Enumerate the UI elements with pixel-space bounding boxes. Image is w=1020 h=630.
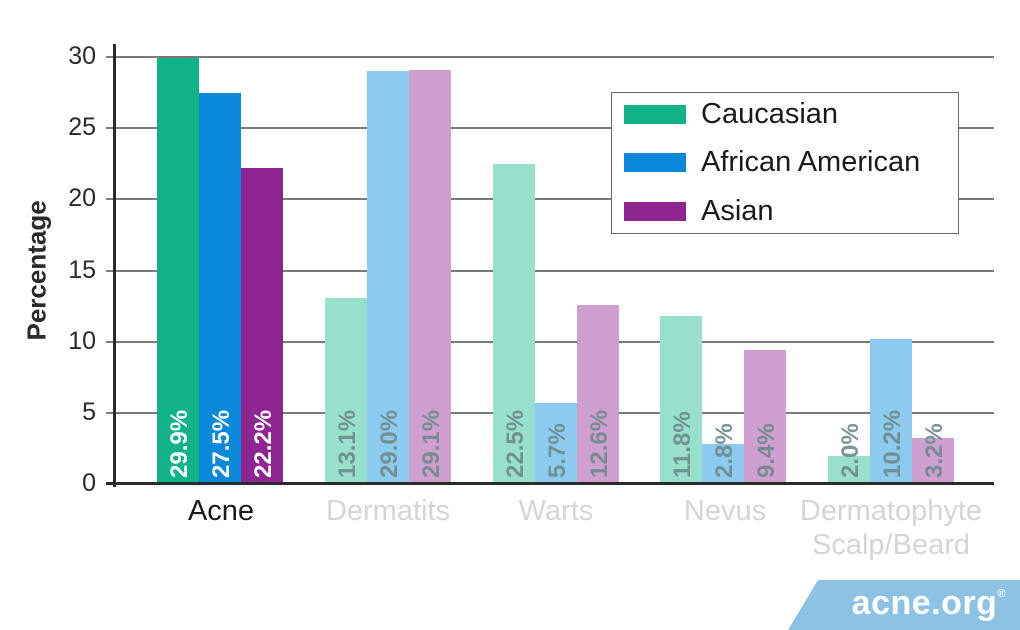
- bar-african-american-warts: [535, 402, 577, 484]
- bar-value-label: 29.1%: [418, 409, 445, 478]
- legend-item-asian: Asian: [624, 194, 774, 227]
- bar-value-label: 3.2%: [921, 423, 948, 478]
- legend-label: Caucasian: [701, 97, 839, 130]
- bar-value-label: 27.5%: [208, 409, 235, 478]
- legend-label: Asian: [701, 194, 774, 227]
- y-tick-label: 25: [68, 113, 96, 142]
- x-axis-line: [106, 482, 994, 485]
- legend-swatch-asian: [624, 201, 686, 221]
- bar-value-label: 10.2%: [879, 409, 906, 478]
- bar-value-label: 2.8%: [711, 423, 738, 478]
- bar-value-label: 12.6%: [586, 409, 613, 478]
- bar-caucasian-acne: [157, 58, 199, 484]
- bar-asian-dermatophyte: [912, 438, 954, 484]
- bar-caucasian-warts: [493, 163, 535, 484]
- logo-text: acne.org: [851, 584, 998, 622]
- bar-value-label: 5.7%: [544, 423, 571, 478]
- legend-swatch-caucasian: [624, 104, 686, 124]
- gridline: [106, 340, 994, 343]
- bar-asian-warts: [577, 304, 619, 484]
- bar-value-label: 22.5%: [502, 409, 529, 478]
- legend-swatch-african-american: [624, 152, 686, 172]
- acne-org-logo: acne.org®: [788, 580, 1020, 630]
- category-label-warts: Warts: [518, 495, 594, 527]
- bar-african-american-acne: [199, 92, 241, 484]
- y-tick-label: 5: [82, 397, 96, 426]
- bar-caucasian-dermatophyte: [828, 455, 870, 484]
- category-label-dermatitis: Dermatits: [325, 495, 451, 527]
- y-tick-label: 20: [68, 184, 96, 213]
- legend: Caucasian African American Asian: [611, 92, 959, 234]
- bar-value-label: 13.1%: [334, 409, 361, 478]
- bar-value-label: 2.0%: [837, 423, 864, 478]
- category-label-dermatophyte-line2: Scalp/Beard: [812, 529, 970, 561]
- category-label-dermatophyte: Dermatophyte Scalp/Beard: [782, 494, 1000, 562]
- legend-item-african-american: African American: [624, 145, 921, 178]
- category-label-acne: Acne: [187, 495, 255, 527]
- bar-asian-acne: [241, 168, 283, 484]
- y-tick-label: 15: [68, 255, 96, 284]
- y-tick-label: 0: [82, 469, 96, 497]
- bar-value-label: 29.0%: [376, 409, 403, 478]
- bar-asian-nevus: [744, 350, 786, 484]
- bar-caucasian-dermatits: [325, 297, 367, 484]
- bar-african-american-nevus: [702, 444, 744, 484]
- gridline: [106, 198, 994, 201]
- bar-caucasian-nevus: [660, 316, 702, 484]
- gridline: [106, 269, 994, 272]
- legend-item-caucasian: Caucasian: [624, 97, 839, 130]
- bar-value-label: 11.8%: [669, 411, 696, 478]
- gridline: [106, 127, 994, 130]
- y-tick-label: 10: [68, 326, 96, 355]
- y-axis-line: [113, 44, 116, 487]
- bar-value-label: 9.4%: [753, 423, 780, 478]
- gridline: [106, 56, 994, 58]
- bar-value-label: 29.9%: [166, 409, 193, 478]
- bar-value-label: 22.2%: [250, 409, 277, 478]
- legend-label: African American: [701, 145, 921, 178]
- bar-asian-dermatits: [409, 69, 451, 484]
- category-label-nevus: Nevus: [683, 495, 767, 527]
- bar-african-american-dermatits: [367, 71, 409, 484]
- registered-mark-icon: ®: [997, 588, 1006, 600]
- category-label-dermatophyte-line1: Dermatophyte: [799, 495, 983, 527]
- bar-african-american-dermatophyte: [870, 338, 912, 484]
- y-tick-label: 30: [68, 42, 96, 70]
